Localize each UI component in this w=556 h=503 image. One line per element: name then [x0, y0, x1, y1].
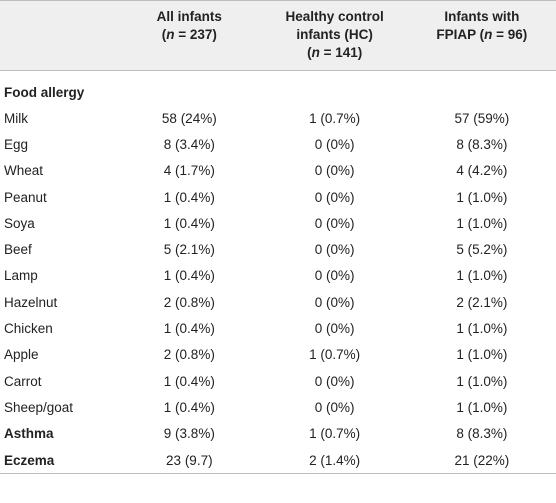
- cell-fpiap: 1 (1.0%): [456, 373, 508, 389]
- header-row: All infants (n = 237) Healthy control in…: [0, 0, 556, 71]
- cell-healthy-control: 0 (0%): [314, 215, 355, 231]
- table-row: Eczema 23 (9.7) 2 (1.4%) 21 (22%): [0, 446, 556, 475]
- row-label: Lamp: [4, 268, 38, 284]
- header-hc-line2: infants (HC): [296, 27, 373, 42]
- header-fpiap-count: = 96): [492, 27, 528, 42]
- header-healthy-control: Healthy control infants (HC) (n = 141): [261, 0, 408, 71]
- cell-healthy-control: 0 (0%): [314, 189, 355, 205]
- cell-fpiap: 5 (5.2%): [456, 242, 508, 258]
- header-all-infants-line1: All infants: [156, 9, 222, 24]
- header-fpiap: Infants with FPIAP (n = 96): [407, 0, 556, 71]
- row-label: Milk: [4, 110, 28, 126]
- table-row: Peanut 1 (0.4%) 0 (0%) 1 (1.0%): [0, 184, 556, 210]
- row-label: Apple: [4, 347, 39, 363]
- table-row: Beef 5 (2.1%) 0 (0%) 5 (5.2%): [0, 236, 556, 262]
- cell-healthy-control: 0 (0%): [314, 242, 355, 258]
- section-row: Food allergy: [0, 71, 556, 106]
- cell-healthy-control: 1 (0.7%): [309, 426, 361, 442]
- cell-healthy-control: 0 (0%): [314, 294, 355, 310]
- cell-all-infants: 1 (0.4%): [163, 321, 215, 337]
- cell-all-infants: 1 (0.4%): [163, 268, 215, 284]
- table-row: Soya 1 (0.4%) 0 (0%) 1 (1.0%): [0, 210, 556, 236]
- cell-fpiap: 8 (8.3%): [456, 136, 508, 152]
- row-label: Beef: [4, 242, 32, 258]
- cell-all-infants: 2 (0.8%): [163, 294, 215, 310]
- section-label: Food allergy: [4, 84, 85, 100]
- table-row: Milk 58 (24%) 1 (0.7%) 57 (59%): [0, 105, 556, 131]
- header-hc-count: = 141): [319, 45, 363, 60]
- cell-healthy-control: 1 (0.7%): [309, 347, 361, 363]
- cell-fpiap: 4 (4.2%): [456, 163, 508, 179]
- cell-fpiap: 21 (22%): [407, 446, 556, 475]
- cell-healthy-control: 0 (0%): [314, 321, 355, 337]
- table-row: Apple 2 (0.8%) 1 (0.7%) 1 (1.0%): [0, 342, 556, 368]
- cell-fpiap: 8 (8.3%): [456, 426, 508, 442]
- cell-healthy-control: 2 (1.4%): [261, 446, 408, 475]
- cell-healthy-control: 0 (0%): [314, 136, 355, 152]
- cell-fpiap: 1 (1.0%): [456, 268, 508, 284]
- cell-healthy-control: 0 (0%): [314, 373, 355, 389]
- table-row: Asthma 9 (3.8%) 1 (0.7%) 8 (8.3%): [0, 421, 556, 447]
- cell-all-infants: 8 (3.4%): [163, 136, 215, 152]
- row-label: Peanut: [4, 189, 47, 205]
- header-all-infants-n: n: [166, 27, 175, 42]
- row-label: Egg: [4, 136, 29, 152]
- table-row: Carrot 1 (0.4%) 0 (0%) 1 (1.0%): [0, 368, 556, 394]
- header-all-infants: All infants (n = 237): [116, 0, 262, 71]
- cell-fpiap: 57 (59%): [454, 110, 510, 126]
- row-label: Sheep/goat: [4, 399, 74, 415]
- table-row: Sheep/goat 1 (0.4%) 0 (0%) 1 (1.0%): [0, 394, 556, 420]
- cell-fpiap: 1 (1.0%): [456, 215, 508, 231]
- header-fpiap-line1: Infants with: [444, 9, 520, 24]
- row-label: Hazelnut: [4, 294, 58, 310]
- header-empty-cell: [0, 0, 117, 71]
- row-label: Wheat: [4, 163, 44, 179]
- table-row: Wheat 4 (1.7%) 0 (0%) 4 (4.2%): [0, 158, 556, 184]
- cell-healthy-control: 0 (0%): [314, 163, 355, 179]
- header-hc-n: n: [311, 45, 320, 60]
- cell-fpiap: 2 (2.1%): [456, 294, 508, 310]
- cell-all-infants: 4 (1.7%): [163, 163, 215, 179]
- header-all-infants-count: = 237): [174, 27, 217, 42]
- row-label: Eczema: [0, 446, 117, 475]
- cell-healthy-control: 0 (0%): [314, 399, 355, 415]
- cell-fpiap: 1 (1.0%): [456, 321, 508, 337]
- cell-all-infants: 1 (0.4%): [163, 373, 215, 389]
- row-label: Chicken: [4, 321, 53, 337]
- cell-all-infants: 1 (0.4%): [163, 399, 215, 415]
- table-row: Chicken 1 (0.4%) 0 (0%) 1 (1.0%): [0, 315, 556, 341]
- cell-all-infants: 2 (0.8%): [163, 347, 215, 363]
- header-fpiap-line2a: FPIAP (: [436, 27, 485, 42]
- table-row: Hazelnut 2 (0.8%) 0 (0%) 2 (2.1%): [0, 289, 556, 315]
- header-fpiap-n: n: [484, 27, 493, 42]
- cell-fpiap: 1 (1.0%): [456, 399, 508, 415]
- cell-healthy-control: 1 (0.7%): [309, 110, 361, 126]
- table-row: Lamp 1 (0.4%) 0 (0%) 1 (1.0%): [0, 263, 556, 289]
- cell-all-infants: 9 (3.8%): [163, 426, 215, 442]
- row-label: Carrot: [4, 373, 42, 389]
- header-hc-line1: Healthy control: [285, 9, 384, 24]
- cell-all-infants: 23 (9.7): [116, 446, 262, 475]
- cell-all-infants: 1 (0.4%): [163, 215, 215, 231]
- cell-healthy-control: 0 (0%): [314, 268, 355, 284]
- row-label: Soya: [4, 215, 35, 231]
- row-label: Asthma: [4, 426, 54, 442]
- cell-fpiap: 1 (1.0%): [456, 347, 508, 363]
- cell-all-infants: 58 (24%): [161, 110, 217, 126]
- cell-all-infants: 5 (2.1%): [163, 242, 215, 258]
- allergy-table: All infants (n = 237) Healthy control in…: [0, 0, 556, 475]
- cell-fpiap: 1 (1.0%): [456, 189, 508, 205]
- cell-all-infants: 1 (0.4%): [163, 189, 215, 205]
- table-row: Egg 8 (3.4%) 0 (0%) 8 (8.3%): [0, 131, 556, 157]
